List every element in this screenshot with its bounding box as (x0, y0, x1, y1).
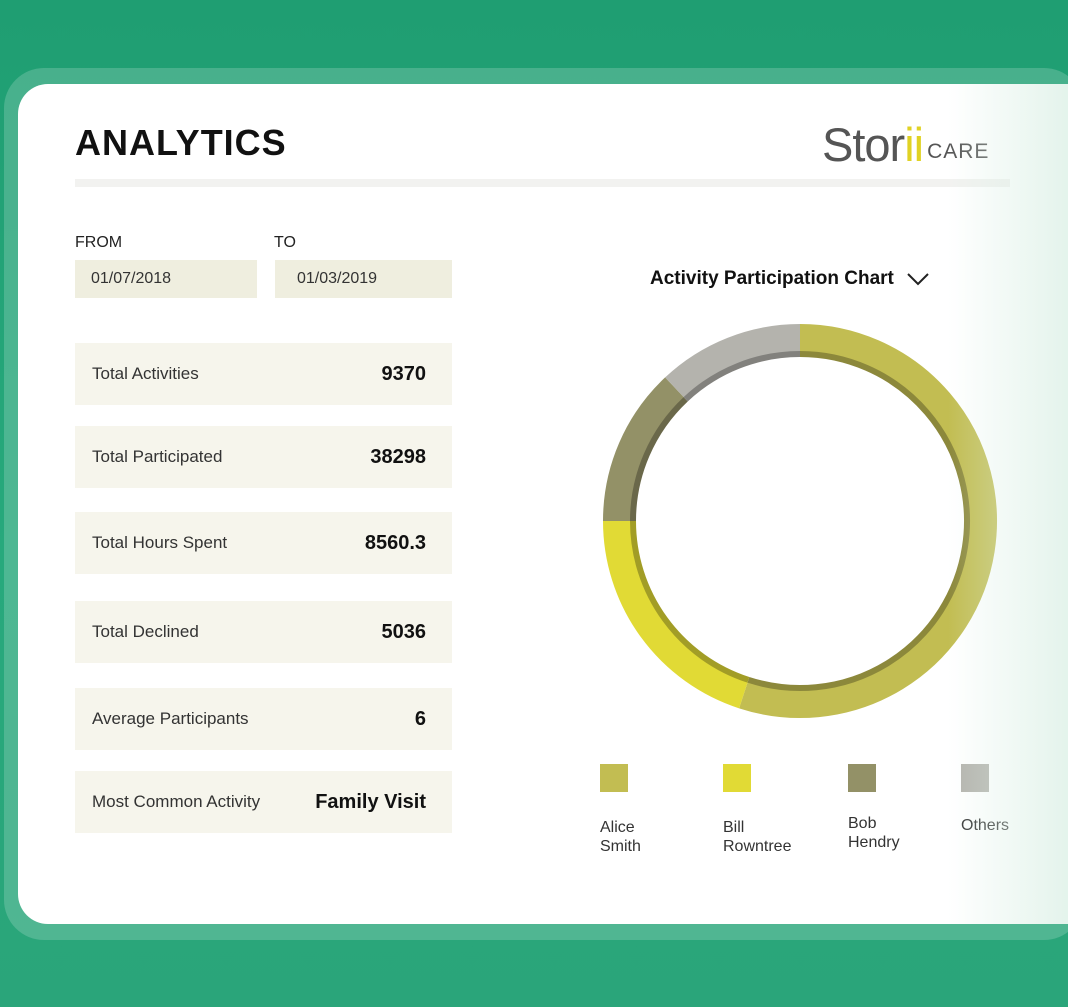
from-label: FROM (75, 234, 123, 251)
analytics-card: ANALYTICS Storii CARE FROM 01/07/2018 TO… (18, 84, 1068, 924)
logo-main-text: Stor (822, 118, 905, 171)
legend-item-bill-rowntree: Bill Rowntree (723, 764, 843, 856)
stat-value: 9370 (381, 362, 427, 385)
legend-swatch (961, 764, 989, 792)
page-title: ANALYTICS (75, 122, 287, 163)
legend-swatch (723, 764, 751, 792)
logo-accent-text: ii (904, 118, 924, 171)
stat-value: 8560.3 (364, 531, 426, 554)
legend-label: Bill Rowntree (723, 818, 843, 856)
legend-item-alice-smith: Alice Smith (600, 764, 720, 856)
legend-label: Others (961, 816, 1068, 835)
participation-donut-chart (603, 324, 997, 718)
legend-label-line2: Rowntree (723, 838, 792, 855)
donut-segment-shade-3 (683, 351, 801, 402)
donut-segment-shade-1 (630, 520, 750, 683)
legend-label-line1: Alice (600, 819, 635, 836)
legend-label-line2: Hendry (848, 834, 900, 851)
to-label: TO (274, 234, 296, 251)
stat-label: Total Hours Spent (92, 533, 228, 552)
legend-swatch (848, 764, 876, 792)
to-date-field[interactable]: 01/03/2019 (275, 260, 452, 298)
storii-care-logo: Storii CARE (822, 108, 989, 168)
legend-swatch (600, 764, 628, 792)
logo-suffix-text: CARE (927, 140, 990, 163)
legend-label-line1: Bob (848, 815, 877, 832)
stat-label: Average Participants (92, 709, 249, 728)
stat-value: 5036 (381, 620, 427, 643)
stat-label: Total Activities (92, 364, 199, 383)
legend-label-line1: Bill (723, 819, 745, 836)
from-date-field[interactable]: 01/07/2018 (75, 260, 257, 298)
stat-total-hours-spent: Total Hours Spent 8560.3 (75, 512, 452, 574)
stat-value: 6 (414, 707, 426, 730)
legend-label-line2: Smith (600, 838, 641, 855)
stat-label: Total Participated (92, 447, 223, 466)
legend-item-bob-hendry: Bob Hendry (848, 764, 968, 852)
stat-total-activities: Total Activities 9370 (75, 343, 452, 405)
donut-segment-3 (665, 324, 801, 398)
legend-label: Alice Smith (600, 818, 720, 856)
header-divider (75, 179, 1010, 187)
stat-label: Most Common Activity (92, 792, 261, 811)
logo-brand: Storii (822, 118, 924, 171)
chevron-down-icon[interactable] (906, 272, 930, 286)
stat-value: 38298 (370, 445, 426, 468)
stat-total-participated: Total Participated 38298 (75, 426, 452, 488)
chart-title: Activity Participation Chart (650, 268, 894, 289)
donut-segment-shade-2 (630, 397, 688, 522)
stat-value: Family Visit (315, 790, 426, 813)
legend-label: Bob Hendry (848, 814, 968, 852)
stat-most-common-activity: Most Common Activity Family Visit (75, 771, 452, 833)
donut-segment-1 (603, 520, 748, 709)
donut-segment-2 (603, 377, 685, 522)
stat-total-declined: Total Declined 5036 (75, 601, 452, 663)
donut-segment-0 (739, 324, 997, 718)
legend-label-line1: Others (961, 817, 1010, 834)
legend-item-others: Others (961, 764, 1068, 835)
chart-selector[interactable]: Activity Participation Chart (650, 268, 930, 290)
stat-average-participants: Average Participants 6 (75, 688, 452, 750)
stat-label: Total Declined (92, 622, 199, 641)
